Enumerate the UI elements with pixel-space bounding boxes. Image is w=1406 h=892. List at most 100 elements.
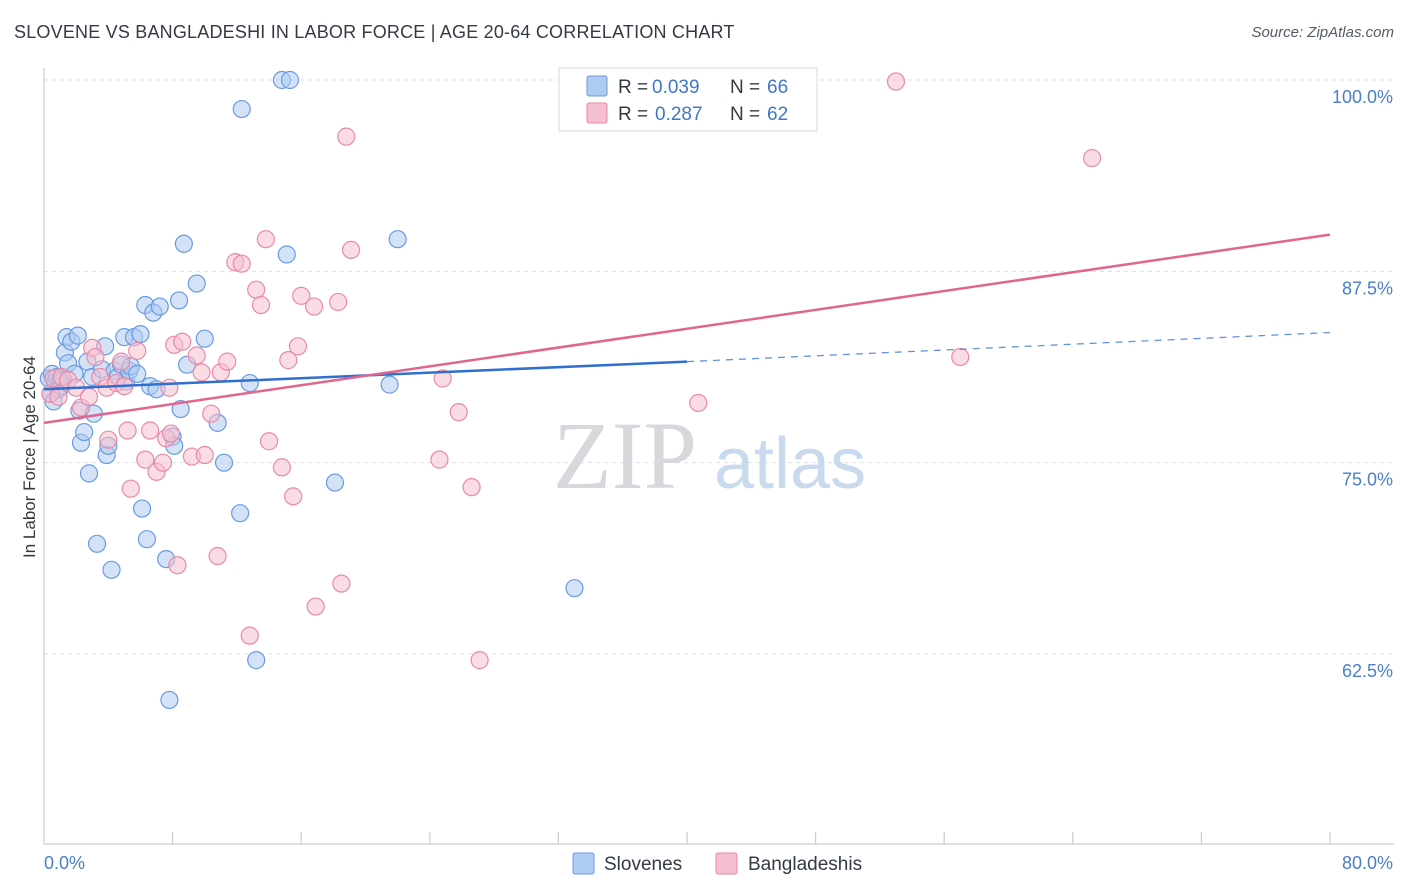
point-bangladeshis [118, 421, 137, 440]
point-bangladeshis [192, 363, 211, 382]
point-bangladeshis [304, 297, 324, 316]
point-slovenes [388, 230, 407, 249]
point-slovenes [169, 291, 189, 310]
point-bangladeshis [279, 351, 298, 370]
point-bangladeshis [121, 479, 140, 498]
point-slovenes [171, 399, 190, 419]
point-bangladeshis [247, 280, 266, 299]
point-slovenes [102, 560, 121, 579]
trendline-slovenes-extension [686, 331, 1331, 363]
y-tick-label: 62.5% [1342, 661, 1393, 681]
point-slovenes [277, 245, 296, 264]
point-bangladeshis [153, 453, 173, 472]
y-tick-label: 75.0% [1342, 470, 1393, 490]
legend-n-label-slovenes: N = [730, 77, 760, 98]
point-bangladeshis [79, 387, 99, 406]
point-bangladeshis [202, 404, 221, 423]
point-slovenes [68, 326, 87, 345]
bottom-legend-label-bangladeshis: Bangladeshis [748, 854, 862, 875]
x-tick-label-min: 0.0% [44, 853, 85, 873]
trend-lines [43, 233, 1331, 425]
point-slovenes [280, 70, 300, 90]
point-bangladeshis [232, 254, 251, 273]
point-bangladeshis [140, 421, 160, 440]
y-tick-labels: 62.5% 75.0% 87.5% 100.0% [1332, 87, 1393, 681]
point-slovenes [231, 504, 250, 523]
point-bangladeshis [272, 458, 292, 477]
point-slovenes [131, 324, 150, 344]
point-bangladeshis [112, 352, 131, 371]
point-slovenes [150, 297, 169, 316]
y-tick-label: 100.0% [1332, 87, 1393, 107]
point-bangladeshis [332, 574, 351, 593]
point-slovenes [240, 373, 259, 393]
point-bangladeshis [284, 487, 303, 506]
legend-swatch-bangladeshis [586, 102, 608, 124]
axes [43, 68, 1394, 845]
legend-n-value-bangladeshis: 62 [767, 104, 788, 125]
point-slovenes [79, 464, 99, 483]
point-bangladeshis [462, 478, 481, 497]
legend-r-value-slovenes: 0.039 [652, 77, 700, 98]
chart-title: SLOVENE VS BANGLADESHI IN LABOR FORCE | … [14, 22, 735, 42]
point-bangladeshis [470, 651, 489, 670]
legend-n-label-bangladeshis: N = [730, 104, 760, 125]
y-axis-title: In Labor Force | Age 20-64 [20, 356, 39, 558]
point-bangladeshis [49, 387, 68, 406]
point-bangladeshis [951, 347, 970, 367]
point-bangladeshis [449, 403, 468, 422]
point-bangladeshis [689, 393, 708, 413]
point-bangladeshis [86, 347, 105, 367]
source-label: Source: ZipAtlas.com [1251, 24, 1394, 41]
point-bangladeshis [208, 546, 227, 566]
point-bangladeshis [292, 286, 311, 305]
point-bangladeshis [288, 337, 308, 356]
point-slovenes [174, 234, 193, 253]
watermark-zip: ZIP [553, 402, 697, 509]
point-bangladeshis [128, 341, 147, 361]
point-slovenes [325, 473, 345, 492]
point-bangladeshis [136, 450, 155, 469]
stats-legend: R = 0.039 N = 66 R = 0.287 N = 62 [558, 67, 818, 132]
bottom-legend: Slovenes Bangladeshis [572, 852, 862, 875]
point-slovenes [137, 530, 156, 549]
point-slovenes [128, 364, 147, 383]
point-bangladeshis [1082, 148, 1102, 168]
point-bangladeshis [259, 432, 279, 451]
point-bangladeshis [886, 72, 906, 91]
legend-n-value-slovenes: 66 [767, 77, 788, 98]
point-bangladeshis [99, 430, 118, 449]
point-bangladeshis [329, 292, 348, 312]
point-slovenes [195, 329, 214, 348]
point-bangladeshis [161, 424, 181, 443]
point-slovenes [247, 651, 266, 670]
x-tick-marks [172, 832, 1331, 844]
point-bangladeshis [173, 332, 192, 351]
point-slovenes [132, 499, 152, 518]
watermark-atlas: atlas [714, 424, 866, 504]
legend-r-value-bangladeshis: 0.287 [655, 104, 703, 125]
x-tick-label-max: 80.0% [1342, 853, 1393, 873]
bottom-legend-swatch-slovenes [572, 852, 595, 875]
point-bangladeshis [218, 352, 237, 371]
point-bangladeshis [195, 445, 214, 465]
legend-r-label-slovenes: R = [618, 77, 648, 98]
point-bangladeshis [187, 346, 206, 365]
point-bangladeshis [256, 230, 275, 249]
series-bangladeshis-points [41, 72, 1102, 670]
point-bangladeshis [251, 295, 271, 315]
bottom-legend-label-slovenes: Slovenes [604, 854, 682, 875]
point-slovenes [214, 453, 234, 472]
point-slovenes [87, 534, 107, 553]
point-bangladeshis [430, 450, 449, 469]
point-slovenes [160, 690, 179, 710]
point-slovenes [565, 579, 584, 598]
point-bangladeshis [306, 597, 325, 616]
point-slovenes [187, 274, 206, 293]
point-bangladeshis [337, 127, 356, 146]
y-tick-label: 87.5% [1342, 278, 1393, 298]
point-bangladeshis [433, 369, 452, 388]
point-bangladeshis [160, 378, 179, 397]
bottom-legend-swatch-bangladeshis [715, 852, 738, 875]
